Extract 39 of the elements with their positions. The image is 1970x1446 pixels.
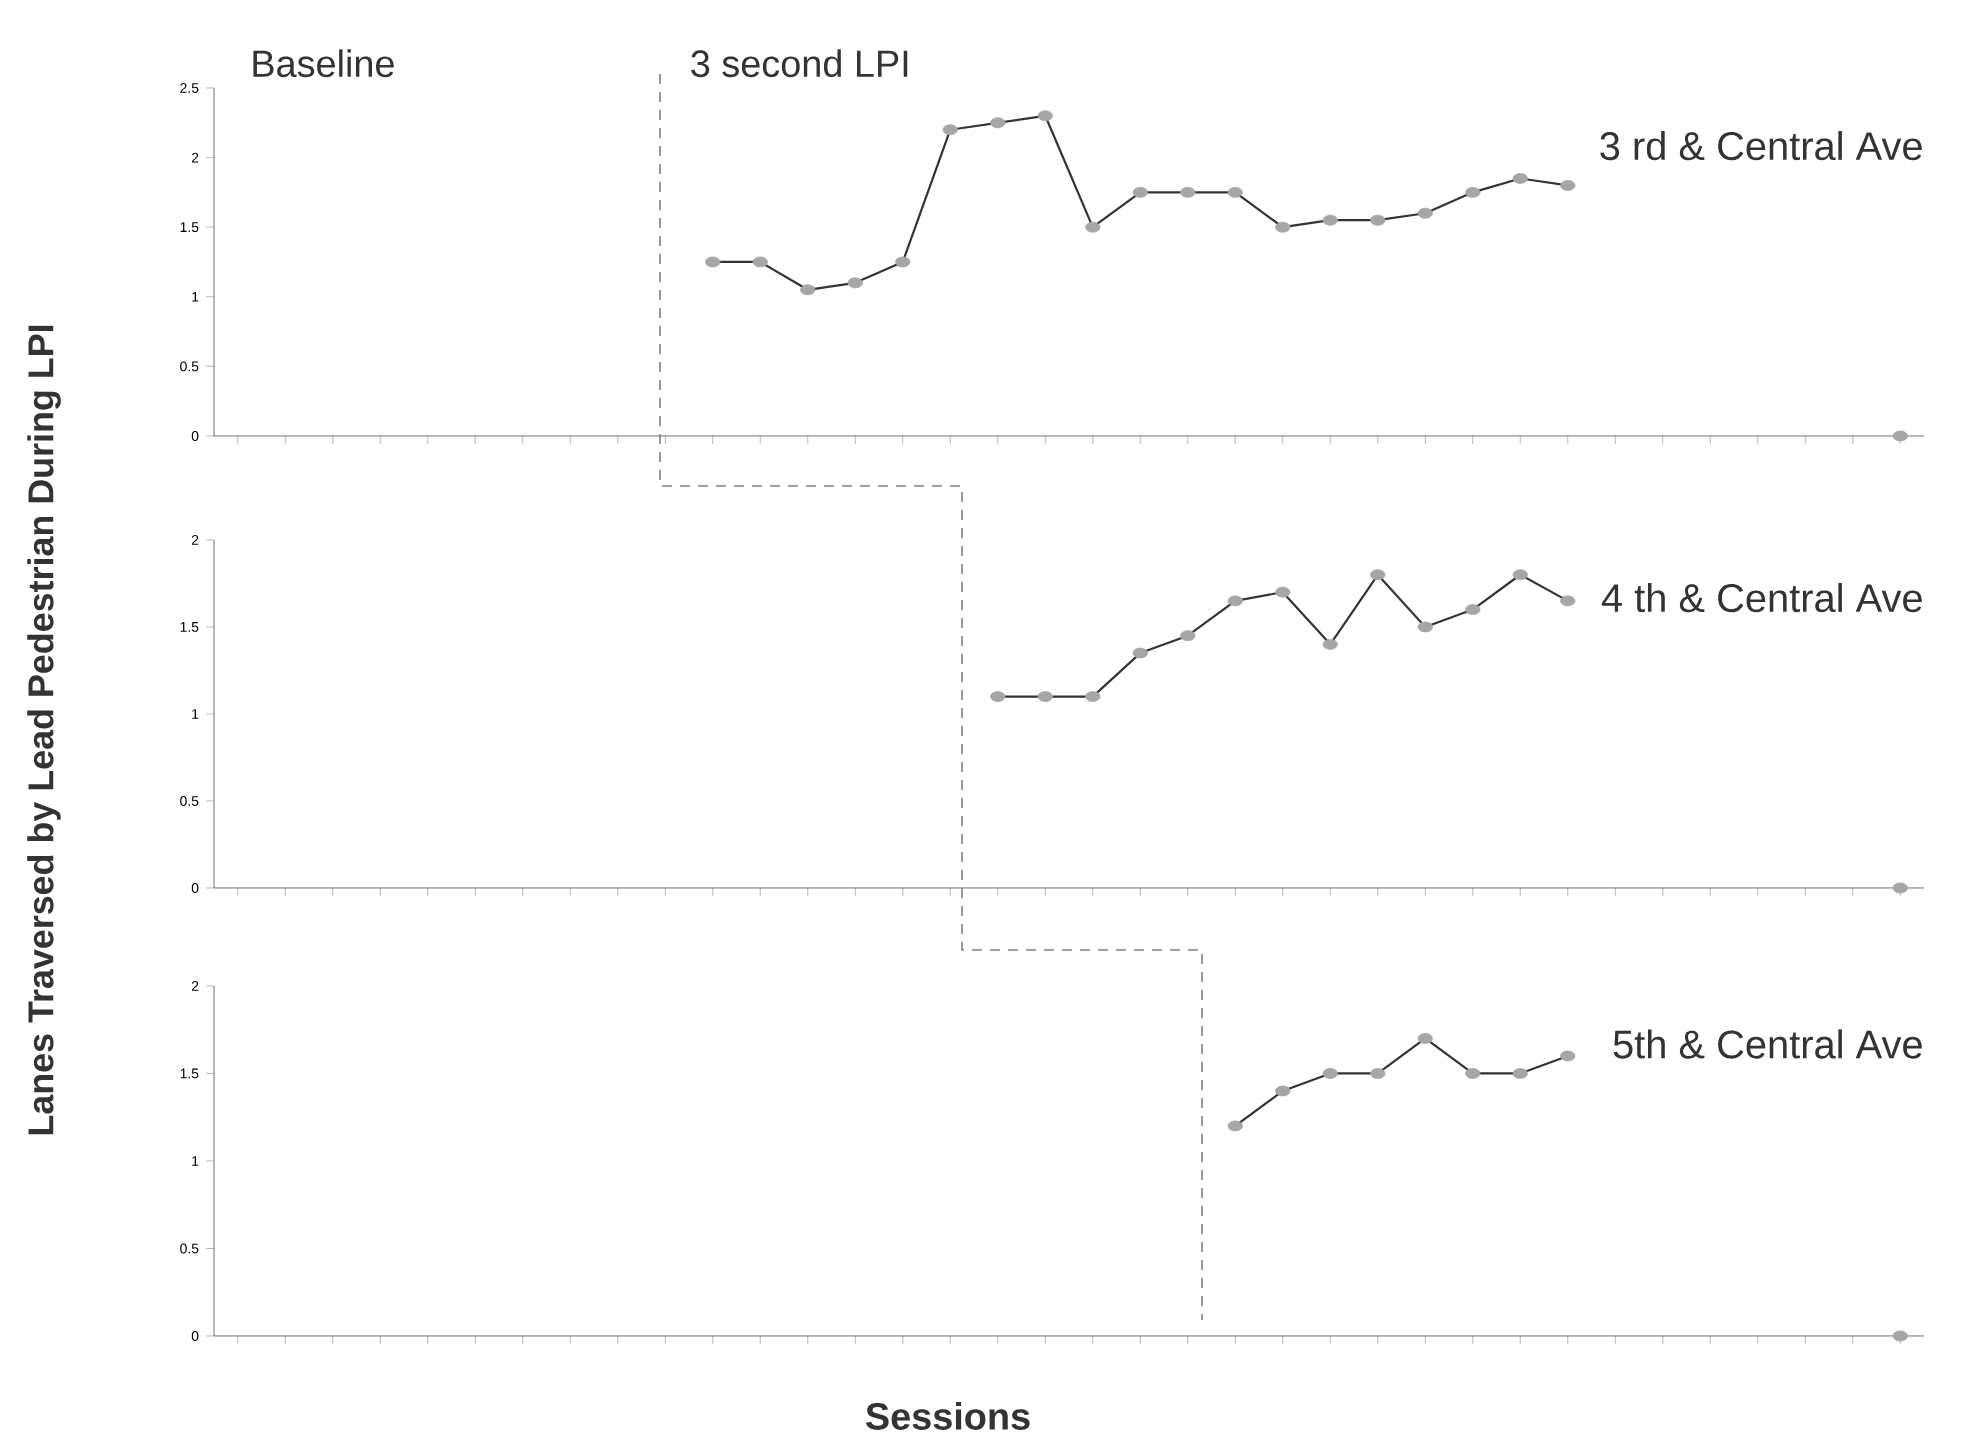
- point: [1132, 647, 1148, 659]
- point: [1892, 1330, 1908, 1342]
- text: 3 rd & Central Ave: [1600, 130, 1922, 161]
- point: [800, 284, 816, 296]
- point: [847, 277, 863, 289]
- x-axis-title: Sessions: [865, 1402, 1030, 1430]
- point: [1180, 186, 1196, 198]
- point: [1560, 1050, 1576, 1062]
- point: [1037, 110, 1053, 122]
- point: [1322, 638, 1338, 650]
- point: [1275, 221, 1291, 233]
- point: [1370, 569, 1386, 581]
- point: [1465, 186, 1481, 198]
- point: [1417, 207, 1433, 219]
- point: [1417, 621, 1433, 633]
- point: [1560, 595, 1576, 607]
- point: [990, 117, 1006, 129]
- point: [752, 256, 768, 268]
- point: [1370, 214, 1386, 226]
- point: [1227, 186, 1243, 198]
- text: 4 th & Central Ave: [1601, 582, 1922, 613]
- point: [1132, 186, 1148, 198]
- point: [1892, 882, 1908, 894]
- point: [1085, 221, 1101, 233]
- text: Baseline: [253, 49, 394, 78]
- point: [1275, 586, 1291, 598]
- point: [705, 256, 721, 268]
- point: [895, 256, 911, 268]
- text: 5th & Central Ave: [1613, 1029, 1922, 1059]
- point: [1227, 1120, 1243, 1132]
- point: [942, 124, 958, 136]
- point: [1180, 630, 1196, 642]
- point: [1275, 1085, 1291, 1097]
- point: [1512, 569, 1528, 581]
- point: [1892, 430, 1908, 442]
- point: [1322, 214, 1338, 226]
- point: [1227, 595, 1243, 607]
- text: 3 second LPI: [691, 49, 908, 78]
- y-axis-title: Lanes Traversed by Lead Pedestrian During LPI: [27, 325, 61, 1135]
